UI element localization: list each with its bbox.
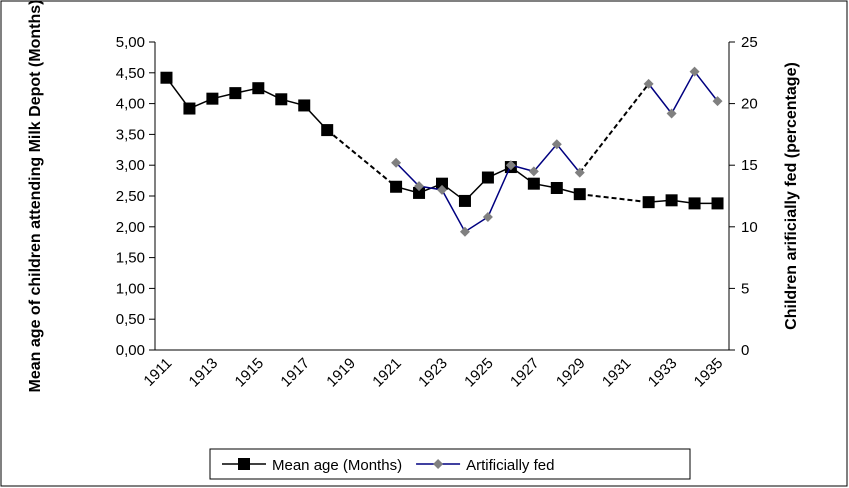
data-point bbox=[436, 177, 448, 190]
data-point bbox=[459, 226, 470, 237]
legend: Mean age (Months) Artificially fed bbox=[209, 448, 691, 480]
data-point bbox=[391, 157, 402, 168]
y2-tick-label: 10 bbox=[741, 219, 758, 236]
legend-marker bbox=[433, 459, 444, 469]
data-point bbox=[298, 99, 311, 112]
legend-label: Artificially fed bbox=[466, 457, 554, 474]
y-tick-label: 2,50 bbox=[116, 188, 145, 205]
data-point bbox=[712, 96, 723, 107]
data-point bbox=[183, 102, 196, 115]
data-point bbox=[642, 196, 655, 209]
data-point bbox=[505, 160, 516, 171]
data-point bbox=[574, 167, 585, 178]
y2-tick-label: 0 bbox=[741, 342, 749, 359]
data-point bbox=[527, 177, 540, 190]
data-point bbox=[229, 87, 242, 100]
data-point bbox=[550, 181, 563, 194]
data-point bbox=[643, 78, 654, 89]
data-point bbox=[160, 71, 173, 84]
data-point bbox=[414, 181, 425, 192]
data-point bbox=[711, 197, 724, 210]
data-point bbox=[551, 139, 562, 150]
legend-label: Mean age (Months) bbox=[272, 457, 402, 474]
y2-tick-label: 25 bbox=[741, 34, 758, 51]
gap-bridge bbox=[326, 129, 397, 188]
y-tick-label: 0,50 bbox=[116, 311, 145, 328]
y2-tick-label: 5 bbox=[741, 280, 749, 297]
y-tick-label: 1,00 bbox=[116, 280, 145, 297]
y2-tick-label: 20 bbox=[741, 96, 758, 113]
y-tick-label: 4,50 bbox=[116, 65, 145, 82]
data-point bbox=[689, 66, 700, 77]
data-point bbox=[321, 124, 334, 137]
legend-marker bbox=[238, 458, 250, 470]
data-point bbox=[252, 82, 265, 95]
y-tick-label: 1,50 bbox=[116, 250, 145, 267]
y-tick-label: 3,00 bbox=[116, 157, 145, 174]
y2-tick-label: 15 bbox=[741, 157, 758, 174]
data-point bbox=[481, 171, 494, 184]
y-tick-label: 0,00 bbox=[116, 342, 145, 359]
data-point bbox=[665, 194, 678, 207]
y2-axis-title: Children arificially fed (percentage) bbox=[783, 62, 800, 330]
data-point bbox=[390, 180, 403, 193]
data-point bbox=[206, 92, 219, 105]
data-point bbox=[413, 186, 426, 199]
gap-bridge bbox=[579, 193, 649, 204]
data-point bbox=[528, 166, 539, 177]
data-point bbox=[482, 211, 493, 222]
y-tick-label: 5,00 bbox=[116, 34, 145, 51]
data-point bbox=[437, 184, 447, 195]
gap-bridge bbox=[578, 83, 650, 174]
data-point bbox=[573, 188, 586, 201]
data-point bbox=[688, 197, 701, 210]
y-axis-title: Mean age of children attending Milk Depo… bbox=[27, 0, 44, 392]
y-tick-label: 2,00 bbox=[116, 219, 145, 236]
data-point bbox=[275, 93, 288, 106]
y-tick-label: 3,50 bbox=[116, 126, 145, 143]
y-tick-label: 4,00 bbox=[116, 96, 145, 113]
data-point bbox=[666, 108, 677, 119]
data-point bbox=[458, 194, 471, 207]
